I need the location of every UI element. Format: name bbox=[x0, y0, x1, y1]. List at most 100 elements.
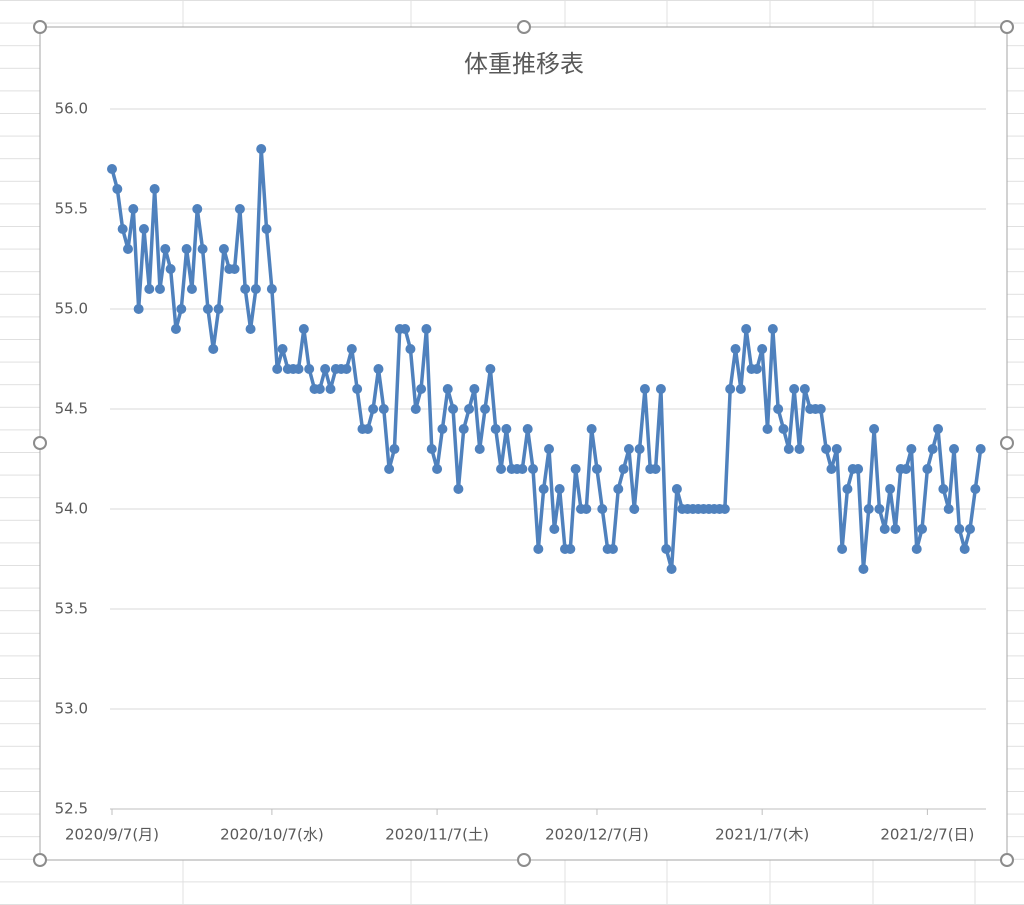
data-point bbox=[314, 384, 325, 394]
x-tick-label: 2020/10/7(水) bbox=[220, 826, 324, 844]
data-point bbox=[959, 544, 970, 554]
data-point bbox=[154, 284, 165, 294]
data-point bbox=[933, 424, 944, 434]
data-point bbox=[879, 524, 890, 534]
data-point bbox=[293, 364, 304, 374]
chart-area[interactable] bbox=[39, 26, 1008, 861]
data-point bbox=[581, 504, 592, 514]
data-point bbox=[192, 204, 203, 214]
chart-title: 体重推移表 bbox=[464, 50, 584, 78]
data-point bbox=[277, 344, 288, 354]
data-point bbox=[122, 244, 133, 254]
data-point bbox=[250, 284, 261, 294]
data-point bbox=[874, 504, 885, 514]
data-point bbox=[117, 224, 128, 234]
data-point bbox=[272, 364, 283, 374]
data-point bbox=[325, 384, 336, 394]
data-point bbox=[197, 244, 208, 254]
data-point bbox=[655, 384, 666, 394]
data-point bbox=[128, 204, 139, 214]
y-tick-label: 55.5 bbox=[55, 200, 88, 218]
data-point bbox=[368, 404, 379, 414]
data-point bbox=[304, 364, 315, 374]
data-point bbox=[202, 304, 213, 314]
data-point bbox=[437, 424, 448, 434]
y-tick-label: 54.0 bbox=[55, 500, 88, 518]
data-point bbox=[170, 324, 181, 334]
data-point bbox=[410, 404, 421, 414]
data-point bbox=[320, 364, 331, 374]
data-point bbox=[298, 324, 309, 334]
data-point bbox=[229, 264, 240, 274]
data-point bbox=[554, 484, 565, 494]
data-point bbox=[213, 304, 224, 314]
data-point bbox=[671, 484, 682, 494]
data-point bbox=[927, 444, 938, 454]
data-point bbox=[911, 544, 922, 554]
data-point bbox=[458, 424, 469, 434]
data-point bbox=[794, 444, 805, 454]
data-point bbox=[586, 424, 597, 434]
data-point bbox=[432, 464, 443, 474]
data-point bbox=[799, 384, 810, 394]
data-point bbox=[821, 444, 832, 454]
x-tick-label: 2021/2/7(日) bbox=[880, 826, 974, 844]
data-point bbox=[762, 424, 773, 434]
data-point bbox=[565, 544, 576, 554]
data-point bbox=[107, 164, 117, 174]
data-point bbox=[464, 404, 475, 414]
data-point bbox=[453, 484, 464, 494]
data-point bbox=[783, 444, 794, 454]
data-point bbox=[789, 384, 800, 394]
data-point bbox=[831, 444, 842, 454]
data-point bbox=[773, 404, 784, 414]
data-point bbox=[480, 404, 491, 414]
data-point bbox=[975, 444, 986, 454]
data-point bbox=[858, 564, 869, 574]
data-point bbox=[186, 284, 197, 294]
data-point bbox=[384, 464, 395, 474]
y-tick-label: 53.5 bbox=[55, 600, 88, 618]
data-point bbox=[890, 524, 901, 534]
data-point bbox=[591, 464, 602, 474]
data-point bbox=[176, 304, 187, 314]
data-point bbox=[496, 464, 507, 474]
data-point bbox=[639, 384, 650, 394]
data-point bbox=[533, 544, 544, 554]
selection-handles[interactable] bbox=[33, 20, 1014, 867]
data-point bbox=[245, 324, 256, 334]
data-point bbox=[815, 404, 826, 414]
data-point bbox=[922, 464, 933, 474]
data-point bbox=[885, 484, 896, 494]
data-point bbox=[863, 504, 874, 514]
data-point bbox=[448, 404, 459, 414]
data-point bbox=[725, 384, 736, 394]
data-point bbox=[112, 184, 123, 194]
data-point bbox=[522, 424, 533, 434]
x-tick-label: 2021/1/7(木) bbox=[715, 826, 809, 844]
data-point bbox=[261, 224, 272, 234]
y-tick-label: 52.5 bbox=[55, 800, 88, 818]
data-point bbox=[405, 344, 416, 354]
data-point bbox=[949, 444, 960, 454]
data-point bbox=[266, 284, 277, 294]
data-point bbox=[666, 564, 677, 574]
data-point bbox=[767, 324, 778, 334]
plot: 52.5 53.0 53.5 54.0 54.5 55.0 55.5 56.0 2020/9/7… bbox=[55, 100, 986, 844]
data-point bbox=[570, 464, 581, 474]
data-point bbox=[837, 544, 848, 554]
data-point bbox=[544, 444, 554, 454]
data-point bbox=[538, 484, 549, 494]
data-point bbox=[389, 444, 400, 454]
x-tick-label: 2020/11/7(土) bbox=[385, 826, 489, 844]
data-point bbox=[133, 304, 144, 314]
data-point bbox=[757, 344, 768, 354]
x-tick-label: 2020/12/7(月) bbox=[545, 826, 649, 844]
data-point bbox=[661, 544, 672, 554]
data-point bbox=[917, 524, 928, 534]
data-point bbox=[751, 364, 762, 374]
data-point bbox=[607, 544, 618, 554]
data-point bbox=[613, 484, 624, 494]
